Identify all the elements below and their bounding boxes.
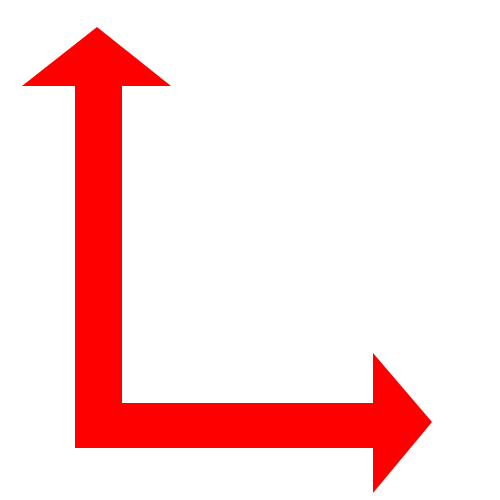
up-right-bent-arrow-icon [22, 27, 432, 493]
